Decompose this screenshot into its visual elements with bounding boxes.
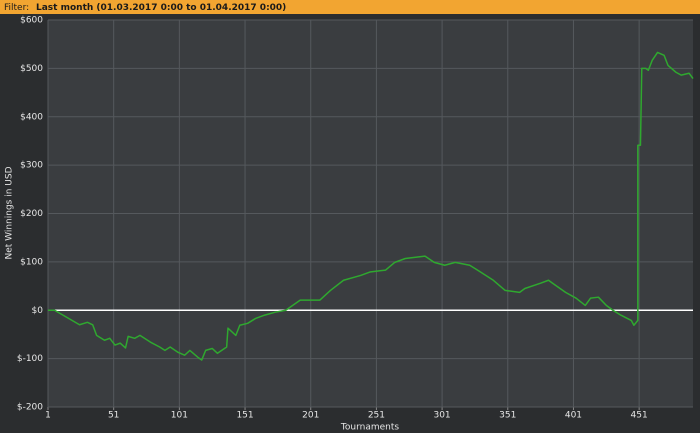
y-tick-label: $0	[32, 306, 44, 316]
x-tick-label: 51	[108, 411, 119, 421]
x-tick-label: 451	[631, 411, 648, 421]
filter-value: Last month (01.03.2017 0:00 to 01.04.201…	[36, 3, 286, 13]
series-line	[48, 51, 694, 361]
y-tick-label: $600	[20, 16, 43, 26]
y-tick-label: $300	[20, 161, 43, 171]
x-tick-label: 301	[433, 411, 450, 421]
x-axis-title: Tournaments	[340, 423, 399, 433]
y-tick-label: $-100	[17, 354, 43, 364]
y-tick-label: $400	[20, 112, 43, 122]
filter-label: Filter:	[4, 3, 29, 13]
x-tick-label: 351	[499, 411, 516, 421]
y-axis-title: Net Winnings in USD	[5, 166, 15, 259]
y-tick-label: $-200	[17, 403, 43, 413]
y-tick-label: $200	[20, 209, 43, 219]
x-tick-label: 251	[368, 411, 385, 421]
x-tick-label: 101	[171, 411, 188, 421]
filter-bar	[0, 0, 700, 14]
y-tick-label: $500	[20, 64, 43, 74]
x-tick-label: 151	[236, 411, 253, 421]
x-tick-label: 201	[302, 411, 319, 421]
x-tick-label: 401	[565, 411, 582, 421]
x-tick-label: 1	[45, 411, 51, 421]
y-tick-label: $100	[20, 257, 43, 267]
